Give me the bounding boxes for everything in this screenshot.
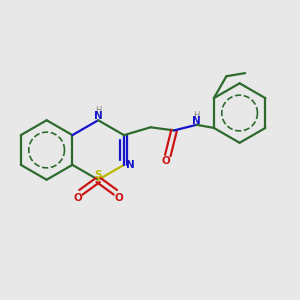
Text: O: O: [74, 193, 82, 203]
Text: O: O: [162, 156, 171, 166]
Text: N: N: [94, 110, 103, 121]
Text: N: N: [192, 116, 201, 126]
Text: S: S: [94, 170, 102, 180]
Text: N: N: [127, 160, 135, 170]
Text: H: H: [95, 106, 101, 115]
Text: H: H: [194, 111, 200, 120]
Text: O: O: [114, 193, 123, 203]
